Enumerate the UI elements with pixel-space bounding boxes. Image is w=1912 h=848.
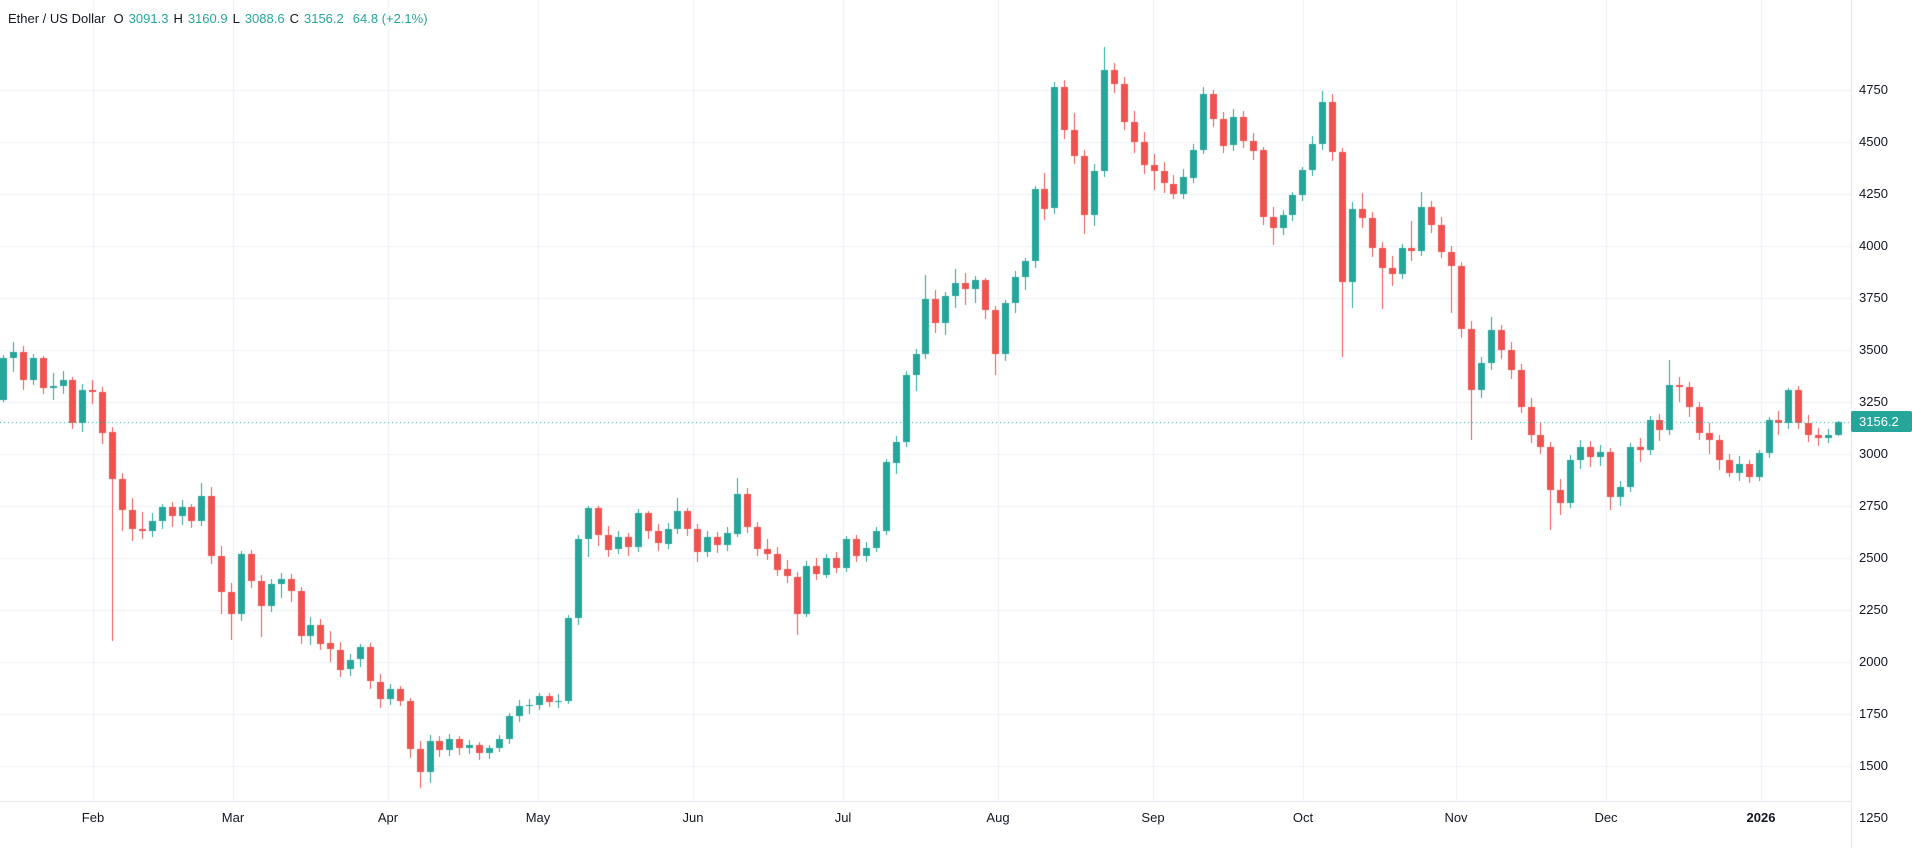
price-axis-label: 2500 — [1859, 550, 1888, 565]
high-label: H — [173, 11, 183, 26]
time-axis-label: Mar — [221, 810, 245, 825]
price-axis-label: 4750 — [1859, 82, 1888, 97]
open-value: 3091.3 — [128, 11, 169, 26]
price-axis[interactable] — [1851, 0, 1912, 801]
price-axis-label: 2750 — [1859, 498, 1888, 513]
price-axis-label: 4250 — [1859, 186, 1888, 201]
time-axis-label: Oct — [1292, 810, 1314, 825]
close-value: 3156.2 — [303, 11, 344, 26]
chart-legend: Ether / US Dollar O 3091.3 H 3160.9 L 30… — [8, 11, 428, 26]
last-price-badge: 3156.2 — [1851, 411, 1912, 432]
high-value: 3160.9 — [187, 11, 228, 26]
time-axis-label: Sep — [1141, 810, 1165, 825]
time-axis-label: Aug — [986, 810, 1010, 825]
price-axis-label: 4500 — [1859, 134, 1888, 149]
price-axis-label: 3000 — [1859, 446, 1888, 461]
price-axis-label: 3750 — [1859, 290, 1888, 305]
price-axis-label: 1500 — [1859, 758, 1888, 773]
time-axis-label: May — [525, 810, 551, 825]
time-axis-label: Dec — [1594, 810, 1618, 825]
last-price-label: 3156.2 — [1859, 414, 1899, 429]
time-axis[interactable] — [0, 801, 1851, 848]
time-axis-label: Jun — [682, 810, 704, 825]
price-axis-label: 1250 — [1859, 810, 1888, 825]
change-value: 64.8 (+2.1%) — [352, 11, 428, 26]
price-axis-label: 3500 — [1859, 342, 1888, 357]
symbol-name[interactable]: Ether / US Dollar — [8, 11, 106, 26]
low-label: L — [232, 11, 240, 26]
price-axis-label: 2000 — [1859, 654, 1888, 669]
low-value: 3088.6 — [244, 11, 285, 26]
price-axis-label: 2250 — [1859, 602, 1888, 617]
time-axis-label: 2026 — [1746, 810, 1776, 825]
time-axis-label: Apr — [377, 810, 399, 825]
open-label: O — [113, 11, 124, 26]
time-axis-label: Nov — [1444, 810, 1468, 825]
close-label: C — [289, 11, 299, 26]
price-axis-label: 1750 — [1859, 706, 1888, 721]
time-axis-label: Jul — [834, 810, 852, 825]
price-axis-label: 4000 — [1859, 238, 1888, 253]
time-axis-label: Feb — [81, 810, 105, 825]
price-axis-label: 3250 — [1859, 394, 1888, 409]
